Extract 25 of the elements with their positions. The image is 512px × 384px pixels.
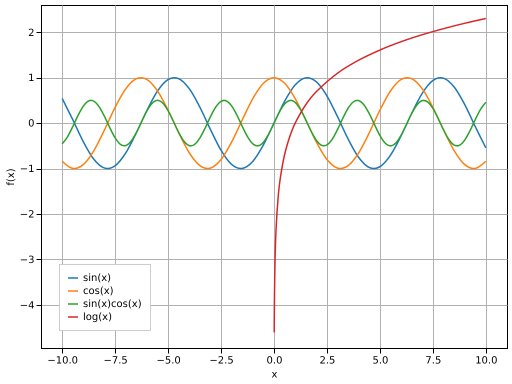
- x-axis-title: x: [272, 370, 278, 380]
- x-tick-label: −7.5: [103, 356, 128, 366]
- line-series: [273, 18, 487, 334]
- legend-label: sin(x)cos(x): [83, 299, 142, 310]
- y-tick-label: 1: [28, 73, 34, 84]
- x-tick-label: 0.0: [266, 356, 282, 366]
- x-tick-label: −2.5: [209, 356, 234, 366]
- legend-label: log(x): [83, 312, 112, 323]
- y-tick-label: −2: [20, 209, 34, 220]
- y-axis-title: f(x): [6, 168, 17, 186]
- line-series: [61, 77, 487, 170]
- line-series: [61, 100, 487, 147]
- legend-label: cos(x): [83, 286, 114, 297]
- x-tick-label: 5.0: [372, 356, 388, 366]
- x-tick-label: 7.5: [425, 356, 442, 366]
- legend-label: sin(x): [83, 273, 112, 284]
- y-tick-label: −1: [20, 164, 34, 176]
- y-tick-label: −3: [20, 254, 34, 266]
- x-tick-label: 10.0: [475, 356, 498, 366]
- y-tick-label: 2: [28, 28, 34, 39]
- x-tick-label: −5.0: [156, 356, 181, 366]
- x-tick-label: 2.5: [320, 356, 336, 366]
- y-tick-label: −4: [20, 300, 34, 312]
- y-tick-label: 0: [28, 118, 34, 130]
- x-tick-label: −10.0: [47, 356, 78, 366]
